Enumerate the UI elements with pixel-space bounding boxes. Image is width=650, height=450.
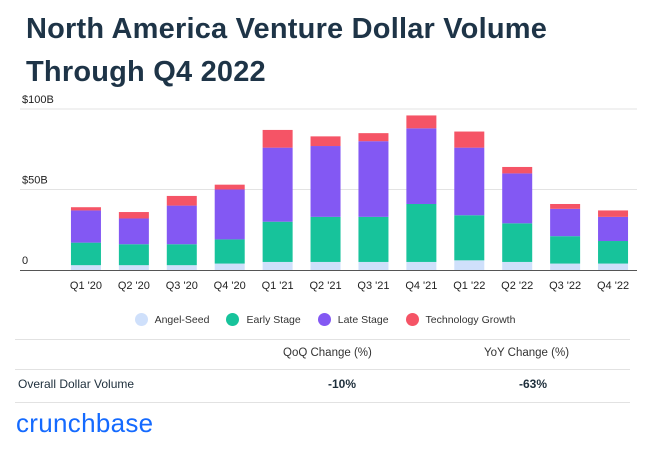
chart-legend: Angel-Seed Early Stage Late Stage Technolog…: [0, 313, 650, 326]
title-line-1: North America Venture Dollar Volume: [26, 13, 548, 45]
bar-segment: [70, 210, 101, 243]
bar-segment: [598, 216, 629, 242]
bar-segment: [214, 184, 245, 190]
yoy-header: YoY Change (%): [484, 347, 570, 359]
bar-segment: [70, 242, 101, 266]
table-divider-mid: [15, 369, 630, 370]
yoy-value: -63%: [519, 377, 548, 391]
x-tick-label: Q3 '21: [357, 280, 389, 292]
stacked-bar-chart: $100B $50B 0 Q1 '20 Q2 '20 Q3 '20 Q4 '20 Q1 '21…: [20, 94, 637, 292]
legend-swatch: [134, 313, 148, 326]
bar-segment: [262, 221, 293, 262]
legend-swatch: [405, 313, 419, 326]
bar-segment: [166, 195, 197, 206]
qoq-header: QoQ Change (%): [283, 347, 372, 359]
legend-item: Late Stage: [317, 313, 389, 326]
bar-segment: [502, 173, 533, 224]
bar-segment: [166, 244, 197, 266]
x-tick-label: Q3 '22: [549, 280, 581, 292]
bar-segment: [118, 218, 149, 245]
bar-segment: [118, 265, 149, 270]
title-line-2: Through Q4 2022: [26, 56, 266, 88]
x-tick-label: Q2 '21: [310, 280, 342, 292]
bar-segment: [70, 265, 101, 270]
bar-segment: [262, 129, 293, 148]
bar-segment: [406, 115, 437, 129]
bar-segment: [502, 166, 533, 174]
bar-segment: [550, 208, 581, 237]
bar-segment: [454, 147, 485, 216]
bar-segment: [502, 261, 533, 270]
legend-swatch: [226, 313, 240, 326]
crunchbase-logo: crunchbase: [16, 408, 154, 438]
x-tick-label: Q1 '22: [453, 280, 485, 292]
bar-segment: [262, 261, 293, 270]
bar-segment: [70, 207, 101, 211]
bar-segment: [358, 216, 389, 262]
bar-segment: [406, 261, 437, 270]
bar-segment: [358, 261, 389, 270]
bar-segment: [214, 239, 245, 264]
bar-segment: [214, 189, 245, 240]
table-divider-top: [15, 339, 630, 340]
bar-segment: [166, 265, 197, 270]
legend-item: Angel-Seed: [134, 313, 210, 326]
bar-segment: [598, 210, 629, 217]
bar-segment: [550, 203, 581, 209]
bar-segment: [454, 131, 485, 148]
row-label: Overall Dollar Volume: [18, 377, 135, 391]
legend-label: Technology Growth: [425, 313, 516, 326]
y-tick-label: $50B: [22, 175, 48, 187]
bar-segment: [118, 244, 149, 266]
bar-segment: [310, 136, 341, 147]
bar-segment: [358, 133, 389, 142]
legend-swatch: [317, 313, 331, 326]
bar-segment: [310, 261, 341, 270]
x-tick-label: Q4 '22: [597, 280, 629, 292]
bar-segment: [502, 223, 533, 262]
x-tick-label: Q2 '20: [118, 280, 150, 292]
bar-segment: [454, 215, 485, 261]
x-tick-label: Q1 '21: [262, 280, 294, 292]
x-tick-label: Q3 '20: [166, 280, 198, 292]
bar-segment: [598, 263, 629, 270]
bar-segment: [406, 203, 437, 262]
qoq-value: -10%: [328, 377, 357, 391]
bar-segment: [214, 263, 245, 270]
bar-segment: [550, 263, 581, 270]
y-tick-label: $100B: [22, 94, 54, 106]
x-tick-label: Q2 '22: [501, 280, 533, 292]
bar-segment: [310, 216, 341, 262]
legend-item: Technology Growth: [405, 313, 516, 326]
bar-segment: [550, 236, 581, 264]
x-tick-label: Q4 '20: [214, 280, 246, 292]
legend-label: Late Stage: [337, 313, 389, 326]
table-divider-bottom: [15, 402, 630, 403]
bar-segment: [454, 260, 485, 270]
legend-item: Early Stage: [226, 313, 301, 326]
bar-segment: [118, 212, 149, 219]
bar-segment: [262, 147, 293, 222]
bar-segment: [406, 128, 437, 204]
x-tick-label: Q4 '21: [405, 280, 437, 292]
legend-label: Angel-Seed: [154, 313, 210, 326]
bar-segment: [358, 141, 389, 217]
bar-segment: [166, 205, 197, 245]
x-tick-label: Q1 '20: [70, 280, 102, 292]
bar-segment: [310, 146, 341, 217]
legend-label: Early Stage: [246, 313, 301, 326]
y-tick-label: 0: [22, 255, 28, 267]
bar-segment: [598, 241, 629, 264]
chart-title: North America Venture Dollar Volume Thro…: [26, 8, 547, 94]
